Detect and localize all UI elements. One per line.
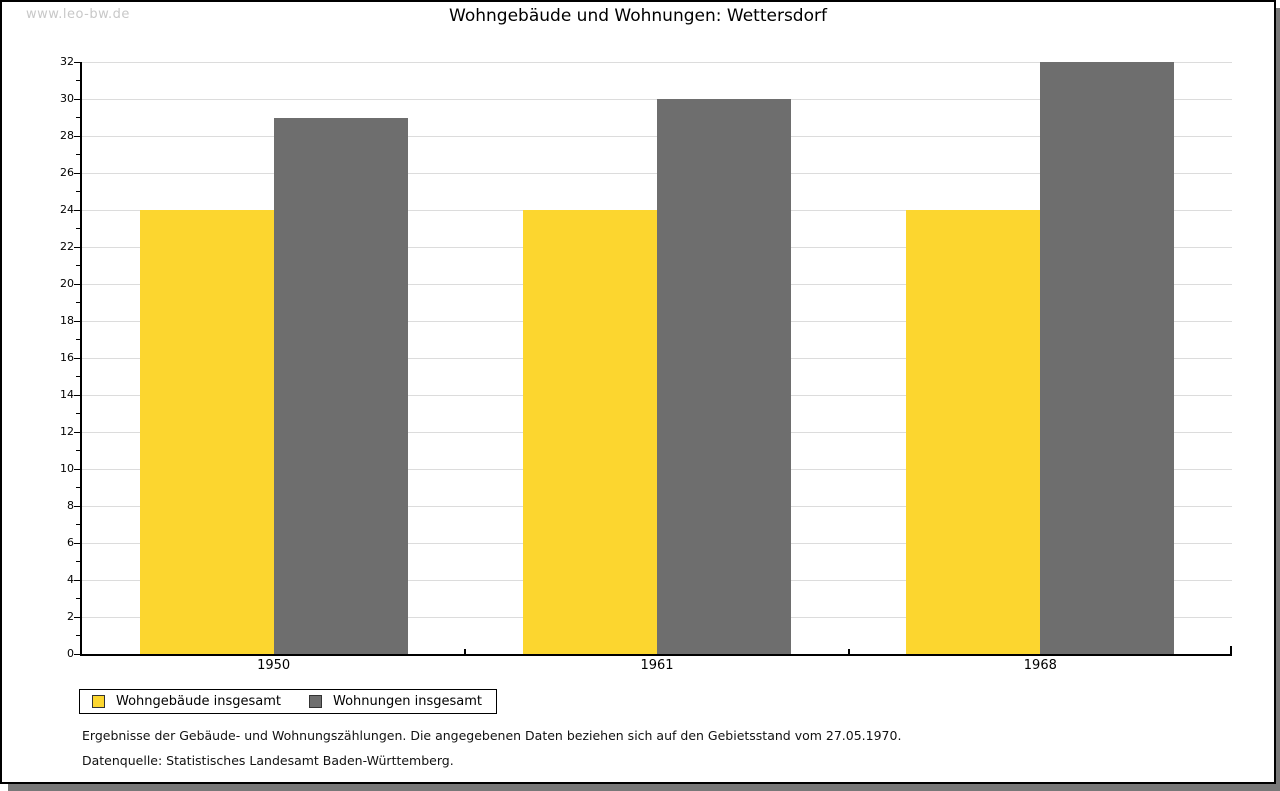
y-minor-tick-1 (76, 635, 82, 636)
watermark: www.leo-bw.de (26, 7, 130, 22)
legend-label-wohnungen: Wohnungen insgesamt (333, 694, 482, 709)
y-tick-label-16: 16 (60, 351, 74, 364)
y-minor-tick-25 (76, 191, 82, 192)
y-major-tick-0 (74, 653, 82, 655)
footnote-results: Ergebnisse der Gebäude- und Wohnungszähl… (82, 728, 902, 743)
y-tick-label-18: 18 (60, 314, 74, 327)
y-minor-tick-23 (76, 228, 82, 229)
y-tick-label-6: 6 (67, 536, 74, 549)
y-minor-tick-7 (76, 524, 82, 525)
y-major-tick-30 (74, 98, 82, 100)
chart-title: Wohngebäude und Wohnungen: Wettersdorf (449, 6, 827, 26)
y-major-tick-28 (74, 135, 82, 137)
y-minor-tick-5 (76, 561, 82, 562)
legend-label-wohngebaeude: Wohngebäude insgesamt (116, 694, 281, 709)
y-minor-tick-15 (76, 376, 82, 377)
y-tick-label-10: 10 (60, 462, 74, 475)
y-tick-label-24: 24 (60, 203, 74, 216)
y-minor-tick-3 (76, 598, 82, 599)
y-tick-label-32: 32 (60, 55, 74, 68)
y-tick-label-20: 20 (60, 277, 74, 290)
legend-item-wohnungen: Wohnungen insgesamt (309, 694, 482, 709)
y-major-tick-22 (74, 246, 82, 248)
y-major-tick-10 (74, 468, 82, 470)
y-minor-tick-13 (76, 413, 82, 414)
y-major-tick-12 (74, 431, 82, 433)
y-axis-line (80, 62, 82, 656)
y-tick-label-8: 8 (67, 499, 74, 512)
legend-item-wohngebaeude: Wohngebäude insgesamt (92, 694, 281, 709)
x-axis-label-1961: 1961 (640, 658, 674, 673)
y-minor-tick-19 (76, 302, 82, 303)
gridline-y-32 (82, 61, 1232, 63)
y-minor-tick-31 (76, 80, 82, 81)
y-major-tick-4 (74, 579, 82, 581)
y-major-tick-8 (74, 505, 82, 507)
y-major-tick-16 (74, 357, 82, 359)
bar-wohngebaeude-1961 (523, 210, 657, 654)
y-tick-label-30: 30 (60, 92, 74, 105)
y-tick-label-14: 14 (60, 388, 74, 401)
bar-wohnungen-1950 (273, 117, 408, 654)
bar-wohngebaeude-1968 (906, 210, 1041, 654)
y-tick-label-26: 26 (60, 166, 74, 179)
y-tick-label-22: 22 (60, 240, 74, 253)
legend: Wohngebäude insgesamt Wohnungen insgesam… (79, 689, 497, 714)
y-major-tick-32 (74, 61, 82, 63)
legend-swatch-wohnungen (309, 695, 322, 708)
y-minor-tick-21 (76, 265, 82, 266)
y-major-tick-26 (74, 172, 82, 174)
y-minor-tick-9 (76, 487, 82, 488)
y-major-tick-24 (74, 209, 82, 211)
y-tick-label-12: 12 (60, 425, 74, 438)
plot-area: 0 2 4 6 8 10 12 14 16 18 20 22 24 26 28 30 32 1950 1961 196… (60, 55, 1232, 673)
y-major-tick-18 (74, 320, 82, 322)
y-minor-tick-29 (76, 117, 82, 118)
x-axis-label-1968: 1968 (1023, 658, 1057, 673)
y-minor-tick-27 (76, 154, 82, 155)
bar-wohnungen-1968 (1040, 62, 1175, 654)
x-separator-tick-1 (847, 649, 850, 654)
y-minor-tick-17 (76, 339, 82, 340)
y-tick-label-4: 4 (67, 573, 74, 586)
bar-wohngebaeude-1950 (139, 210, 274, 654)
y-major-tick-6 (74, 542, 82, 544)
bar-wohnungen-1961 (657, 99, 791, 654)
legend-swatch-wohngebaeude (92, 695, 105, 708)
y-major-tick-2 (74, 616, 82, 618)
x-axis-line (80, 654, 1232, 656)
y-major-tick-14 (74, 394, 82, 396)
footnote-source: Datenquelle: Statistisches Landesamt Bad… (82, 753, 454, 768)
x-axis-label-1950: 1950 (257, 658, 291, 673)
y-minor-tick-11 (76, 450, 82, 451)
y-tick-label-2: 2 (67, 610, 74, 623)
y-major-tick-20 (74, 283, 82, 285)
x-separator-tick-0 (464, 649, 467, 654)
x-axis-end-tick (1230, 646, 1232, 654)
y-tick-label-28: 28 (60, 129, 74, 142)
y-tick-label-0: 0 (67, 647, 74, 660)
